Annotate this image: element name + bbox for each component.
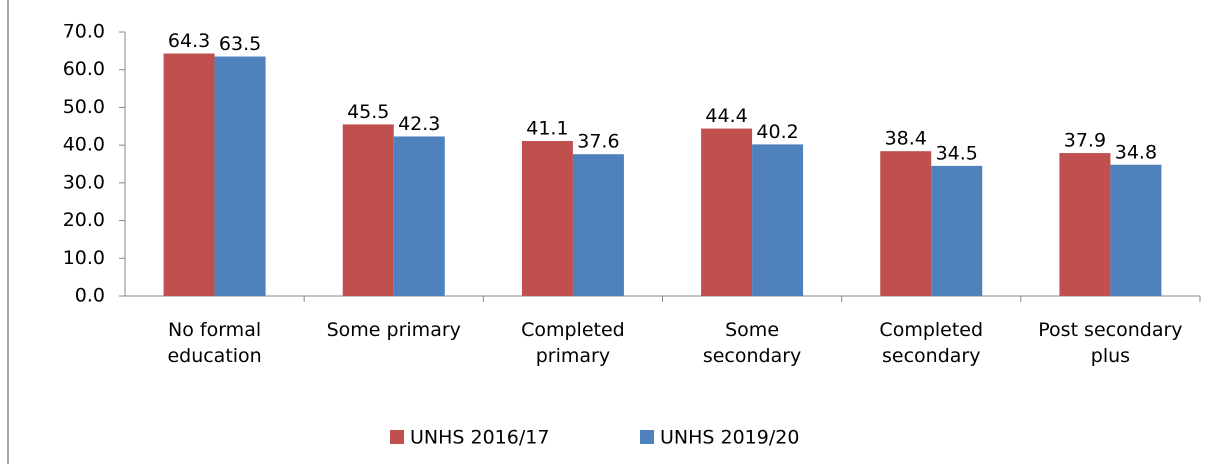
data-label: 63.5 [219, 33, 261, 55]
bar [521, 140, 573, 296]
data-label: 37.6 [577, 131, 619, 153]
bar [1110, 164, 1162, 296]
data-label: 38.4 [885, 128, 927, 150]
data-label: 64.3 [168, 30, 210, 52]
bar [393, 136, 445, 296]
x-tick-label: Some secondary [702, 319, 802, 367]
bar [931, 165, 983, 296]
legend-label: UNHS 2016/17 [410, 427, 549, 449]
bar [342, 124, 394, 297]
data-label: 45.5 [347, 101, 389, 123]
x-tick-label: Completed secondary [879, 319, 984, 367]
bar [572, 154, 624, 296]
data-label: 37.9 [1064, 130, 1106, 152]
x-tick-label: No formal education [167, 319, 262, 367]
y-tick-label: 60.0 [63, 58, 105, 80]
frame [7, 0, 9, 464]
y-tick-label: 30.0 [63, 171, 105, 193]
data-label: 42.3 [398, 113, 440, 135]
y-tick-label: 0.0 [75, 285, 105, 307]
bar [163, 53, 215, 296]
bar [214, 56, 266, 297]
bar [880, 151, 932, 296]
y-tick-label: 70.0 [63, 21, 105, 43]
y-tick-label: 40.0 [63, 134, 105, 156]
data-label: 44.4 [705, 105, 747, 127]
bar [752, 144, 804, 296]
data-label: 34.8 [1115, 141, 1157, 163]
y-tick-label: 20.0 [63, 209, 105, 231]
legend-label: UNHS 2019/20 [660, 427, 799, 449]
x-tick-label: Completed primary [521, 319, 625, 367]
y-tick-label: 10.0 [63, 247, 105, 269]
legend-swatch [640, 430, 654, 444]
bar [1059, 153, 1111, 296]
y-tick-label: 50.0 [63, 96, 105, 118]
legend-swatch [390, 430, 404, 444]
x-tick-label: Some primary [326, 319, 461, 341]
bar [701, 128, 753, 296]
data-label: 40.2 [756, 121, 798, 143]
data-label: 41.1 [526, 117, 568, 139]
x-tick-label: Post secondary plus [1038, 319, 1183, 367]
data-label: 34.5 [936, 142, 978, 164]
